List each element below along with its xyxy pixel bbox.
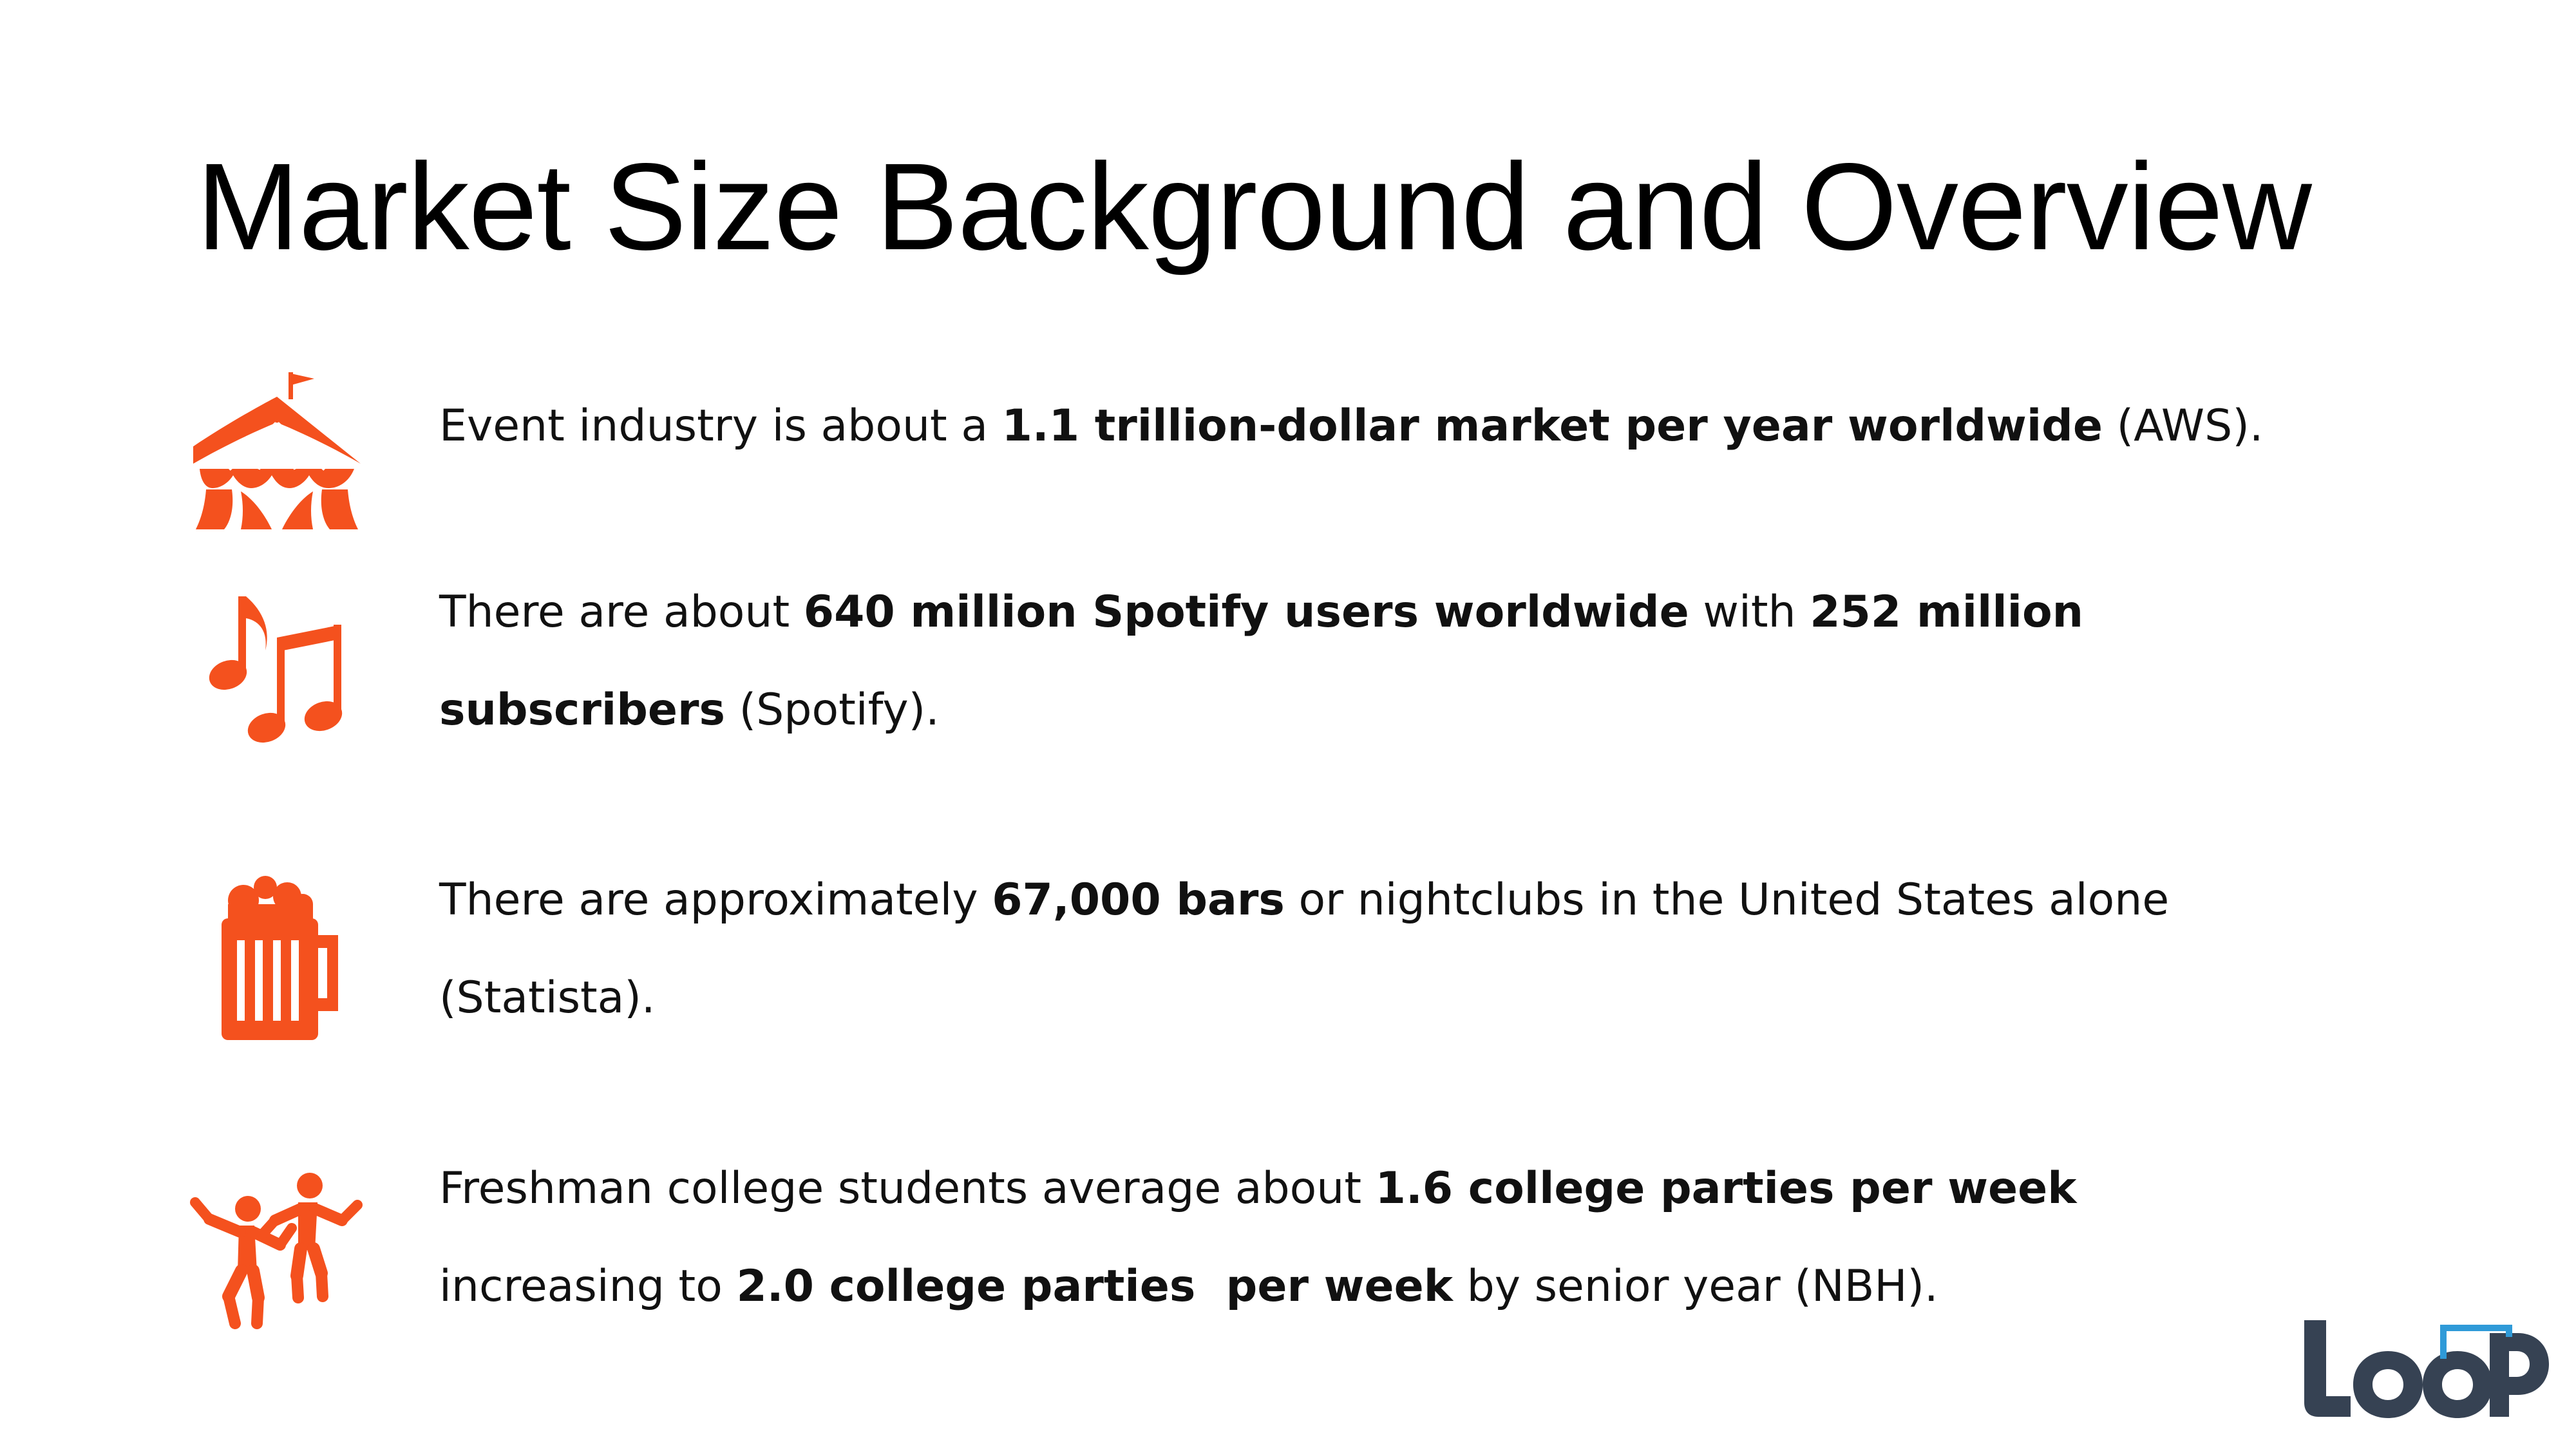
bullet-2-text: There are about 640 million Spotify user… xyxy=(439,564,2083,759)
bullet-4-line-2: increasing to 2.0 college parties per we… xyxy=(439,1261,1938,1312)
slide-title: Market Size Background and Overview xyxy=(196,137,2312,276)
loop-logo xyxy=(2299,1314,2550,1423)
beer-mug-icon xyxy=(219,876,338,1040)
circus-tent-icon xyxy=(193,372,361,530)
bullet-4-text: Freshman college students average about … xyxy=(439,1140,2076,1336)
bullet-1-line-1: Event industry is about a 1.1 trillion-d… xyxy=(439,401,2264,451)
bullet-3-line-1: There are approximately 67,000 bars or n… xyxy=(439,875,2170,925)
bullet-3-line-2: (Statista). xyxy=(439,972,656,1023)
music-notes-icon xyxy=(206,592,348,747)
bullet-1-text: Event industry is about a 1.1 trillion-d… xyxy=(439,377,2263,475)
bullet-3-text: There are approximately 67,000 bars or n… xyxy=(439,851,2169,1047)
dancing-people-icon xyxy=(184,1169,370,1330)
bullet-4-line-1: Freshman college students average about … xyxy=(439,1163,2077,1214)
bullet-2-line-1: There are about 640 million Spotify user… xyxy=(439,587,2084,638)
bullet-2-line-2: subscribers (Spotify). xyxy=(439,685,940,735)
